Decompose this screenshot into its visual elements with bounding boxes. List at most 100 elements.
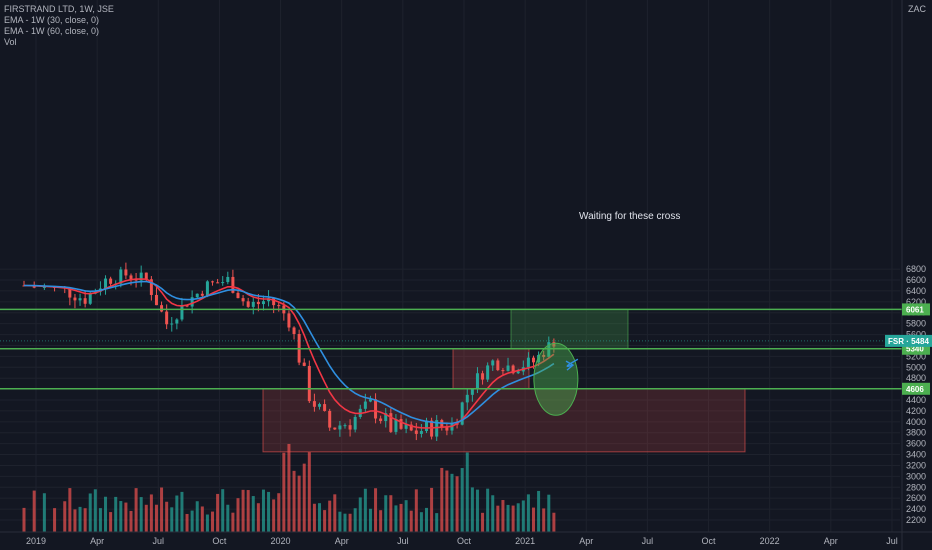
volume-bar bbox=[251, 496, 255, 532]
volume-bar bbox=[450, 473, 454, 532]
level-badge-text: 4606 bbox=[906, 385, 924, 394]
price-tick-label: 5000 bbox=[906, 362, 926, 372]
price-tick-label: 6600 bbox=[906, 275, 926, 285]
volume-bar bbox=[241, 489, 245, 532]
candle-body bbox=[195, 293, 199, 298]
annotation-arrow bbox=[566, 358, 579, 368]
candle-body bbox=[506, 365, 510, 371]
candle-body bbox=[379, 418, 383, 422]
volume-bar bbox=[277, 493, 281, 532]
volume-bar bbox=[119, 501, 123, 532]
candle-body bbox=[399, 419, 403, 429]
candle-body bbox=[221, 282, 225, 284]
candle-body bbox=[104, 278, 108, 289]
candle-body bbox=[348, 425, 352, 430]
volume-bar bbox=[236, 498, 240, 532]
candle-body bbox=[389, 413, 393, 432]
volume-bar bbox=[455, 476, 459, 532]
volume-bar bbox=[200, 506, 204, 532]
candle-body bbox=[542, 354, 546, 357]
volume-bar bbox=[358, 497, 362, 532]
volume-bar bbox=[537, 490, 541, 532]
volume-bar bbox=[465, 452, 469, 532]
candle-body bbox=[338, 425, 342, 430]
volume-bar bbox=[73, 509, 77, 532]
price-tick-label: 2800 bbox=[906, 482, 926, 492]
volume-bar bbox=[195, 501, 199, 532]
volume-bar bbox=[343, 513, 347, 532]
candle-body bbox=[109, 278, 113, 284]
volume-bar bbox=[389, 495, 393, 532]
volume-bar bbox=[42, 493, 46, 532]
time-tick-label: 2021 bbox=[515, 536, 535, 546]
time-tick-label: Oct bbox=[212, 536, 227, 546]
volume-bar bbox=[272, 499, 276, 532]
volume-bar bbox=[414, 489, 418, 532]
price-tick-label: 6400 bbox=[906, 286, 926, 296]
candle-body bbox=[68, 288, 72, 298]
candle-body bbox=[307, 365, 311, 402]
volume-bar bbox=[440, 467, 444, 532]
volume-bar bbox=[312, 503, 316, 532]
candle-body bbox=[165, 311, 169, 325]
volume-bar bbox=[501, 500, 505, 532]
candle-body bbox=[302, 362, 306, 366]
volume-bar bbox=[256, 503, 260, 532]
volume-bar bbox=[160, 487, 164, 532]
volume-bar bbox=[379, 510, 383, 532]
volume-bar bbox=[470, 487, 474, 532]
volume-bar bbox=[170, 507, 174, 532]
candle-body bbox=[261, 301, 265, 305]
volume-bar bbox=[435, 513, 439, 532]
candle-body bbox=[547, 342, 551, 357]
volume-bar bbox=[368, 508, 372, 532]
volume-bar bbox=[292, 470, 296, 532]
volume-bar bbox=[297, 475, 301, 532]
candle-body bbox=[516, 371, 520, 374]
volume-bar bbox=[185, 513, 189, 532]
candle-body bbox=[460, 402, 464, 425]
candle-body bbox=[384, 413, 388, 422]
candle-body bbox=[241, 298, 245, 302]
candle-body bbox=[470, 388, 474, 395]
candle-body bbox=[292, 327, 296, 334]
candle-body bbox=[318, 404, 322, 407]
volume-bar bbox=[419, 512, 423, 532]
volume-bar bbox=[180, 491, 184, 532]
candle-body bbox=[481, 373, 485, 380]
legend-vol: Vol bbox=[4, 37, 17, 47]
candle-body bbox=[404, 424, 408, 429]
candle-body bbox=[144, 272, 148, 280]
candle-body bbox=[328, 410, 332, 428]
price-tick-label: 2600 bbox=[906, 493, 926, 503]
price-tick-label: 5800 bbox=[906, 319, 926, 329]
candle-body bbox=[124, 269, 128, 276]
volume-bar bbox=[190, 510, 194, 532]
candle-body bbox=[501, 370, 505, 372]
candle-body bbox=[419, 431, 423, 434]
volume-bar bbox=[486, 488, 490, 532]
volume-bar bbox=[88, 493, 92, 532]
annotation-arrowhead bbox=[565, 360, 575, 371]
volume-bar bbox=[511, 505, 515, 532]
volume-bar bbox=[231, 512, 235, 532]
volume-bar bbox=[506, 504, 510, 532]
volume-bar bbox=[521, 500, 525, 532]
volume-bar bbox=[221, 489, 225, 532]
time-tick-label: Jul bbox=[642, 536, 654, 546]
price-tick-label: 6200 bbox=[906, 297, 926, 307]
level-badge bbox=[902, 303, 930, 316]
volume-bar bbox=[323, 510, 327, 532]
volume-bar bbox=[124, 502, 128, 532]
candle-body bbox=[323, 404, 327, 411]
candle-body bbox=[78, 298, 82, 301]
volume-bar bbox=[109, 512, 113, 532]
candle-body bbox=[475, 373, 479, 389]
volume-bar bbox=[175, 495, 179, 532]
candle-body bbox=[73, 297, 77, 301]
candle-body bbox=[83, 298, 87, 304]
volume-bar bbox=[78, 506, 82, 532]
volume-bar bbox=[547, 494, 551, 532]
candle-body bbox=[42, 286, 46, 288]
